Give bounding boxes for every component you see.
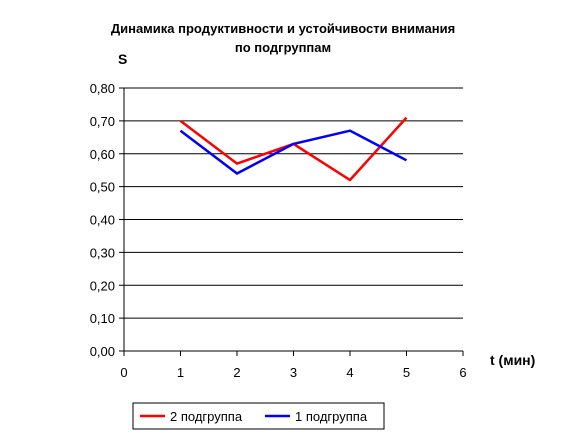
y-tick-label: 0,80 (90, 81, 115, 96)
x-tick-labels: 0 1 2 3 4 5 6 (120, 365, 466, 380)
y-tick-label: 0,20 (90, 278, 115, 293)
y-tick-label: 0,50 (90, 180, 115, 195)
legend-label-series-0: 2 подгруппа (170, 409, 243, 424)
y-tick-label: 0,30 (90, 245, 115, 260)
axes (119, 87, 464, 356)
gridlines (124, 87, 463, 319)
y-tick-labels: 0,00 0,10 0,20 0,30 0,40 0,50 0,60 0,70 0,80 (90, 81, 115, 359)
legend: 2 подгруппа 1 подгруппа (132, 402, 385, 430)
x-axis-label: t (мин) (490, 352, 535, 368)
series-line-1 (179, 129, 408, 175)
legend-label-series-1: 1 подгруппа (295, 409, 368, 424)
series-lines (179, 116, 408, 182)
x-tick-label: 4 (346, 365, 353, 380)
chart-subtitle: по подгруппам (235, 40, 331, 55)
x-tick-label: 5 (403, 365, 410, 380)
y-axis-label: S (118, 51, 127, 67)
x-tick-label: 2 (233, 365, 240, 380)
series-line-0 (179, 116, 408, 182)
y-tick-label: 0,10 (90, 311, 115, 326)
y-tick-label: 0,40 (90, 213, 115, 228)
x-tick-label: 6 (459, 365, 466, 380)
x-tick-label: 0 (120, 365, 127, 380)
y-tick-label: 0,70 (90, 114, 115, 129)
y-tick-label: 0,60 (90, 147, 115, 162)
x-tick-label: 3 (290, 365, 297, 380)
x-tick-label: 1 (177, 365, 184, 380)
y-tick-label: 0,00 (90, 344, 115, 359)
legend-box (132, 402, 385, 430)
chart-title: Динамика продуктивности и устойчивости в… (111, 21, 455, 36)
